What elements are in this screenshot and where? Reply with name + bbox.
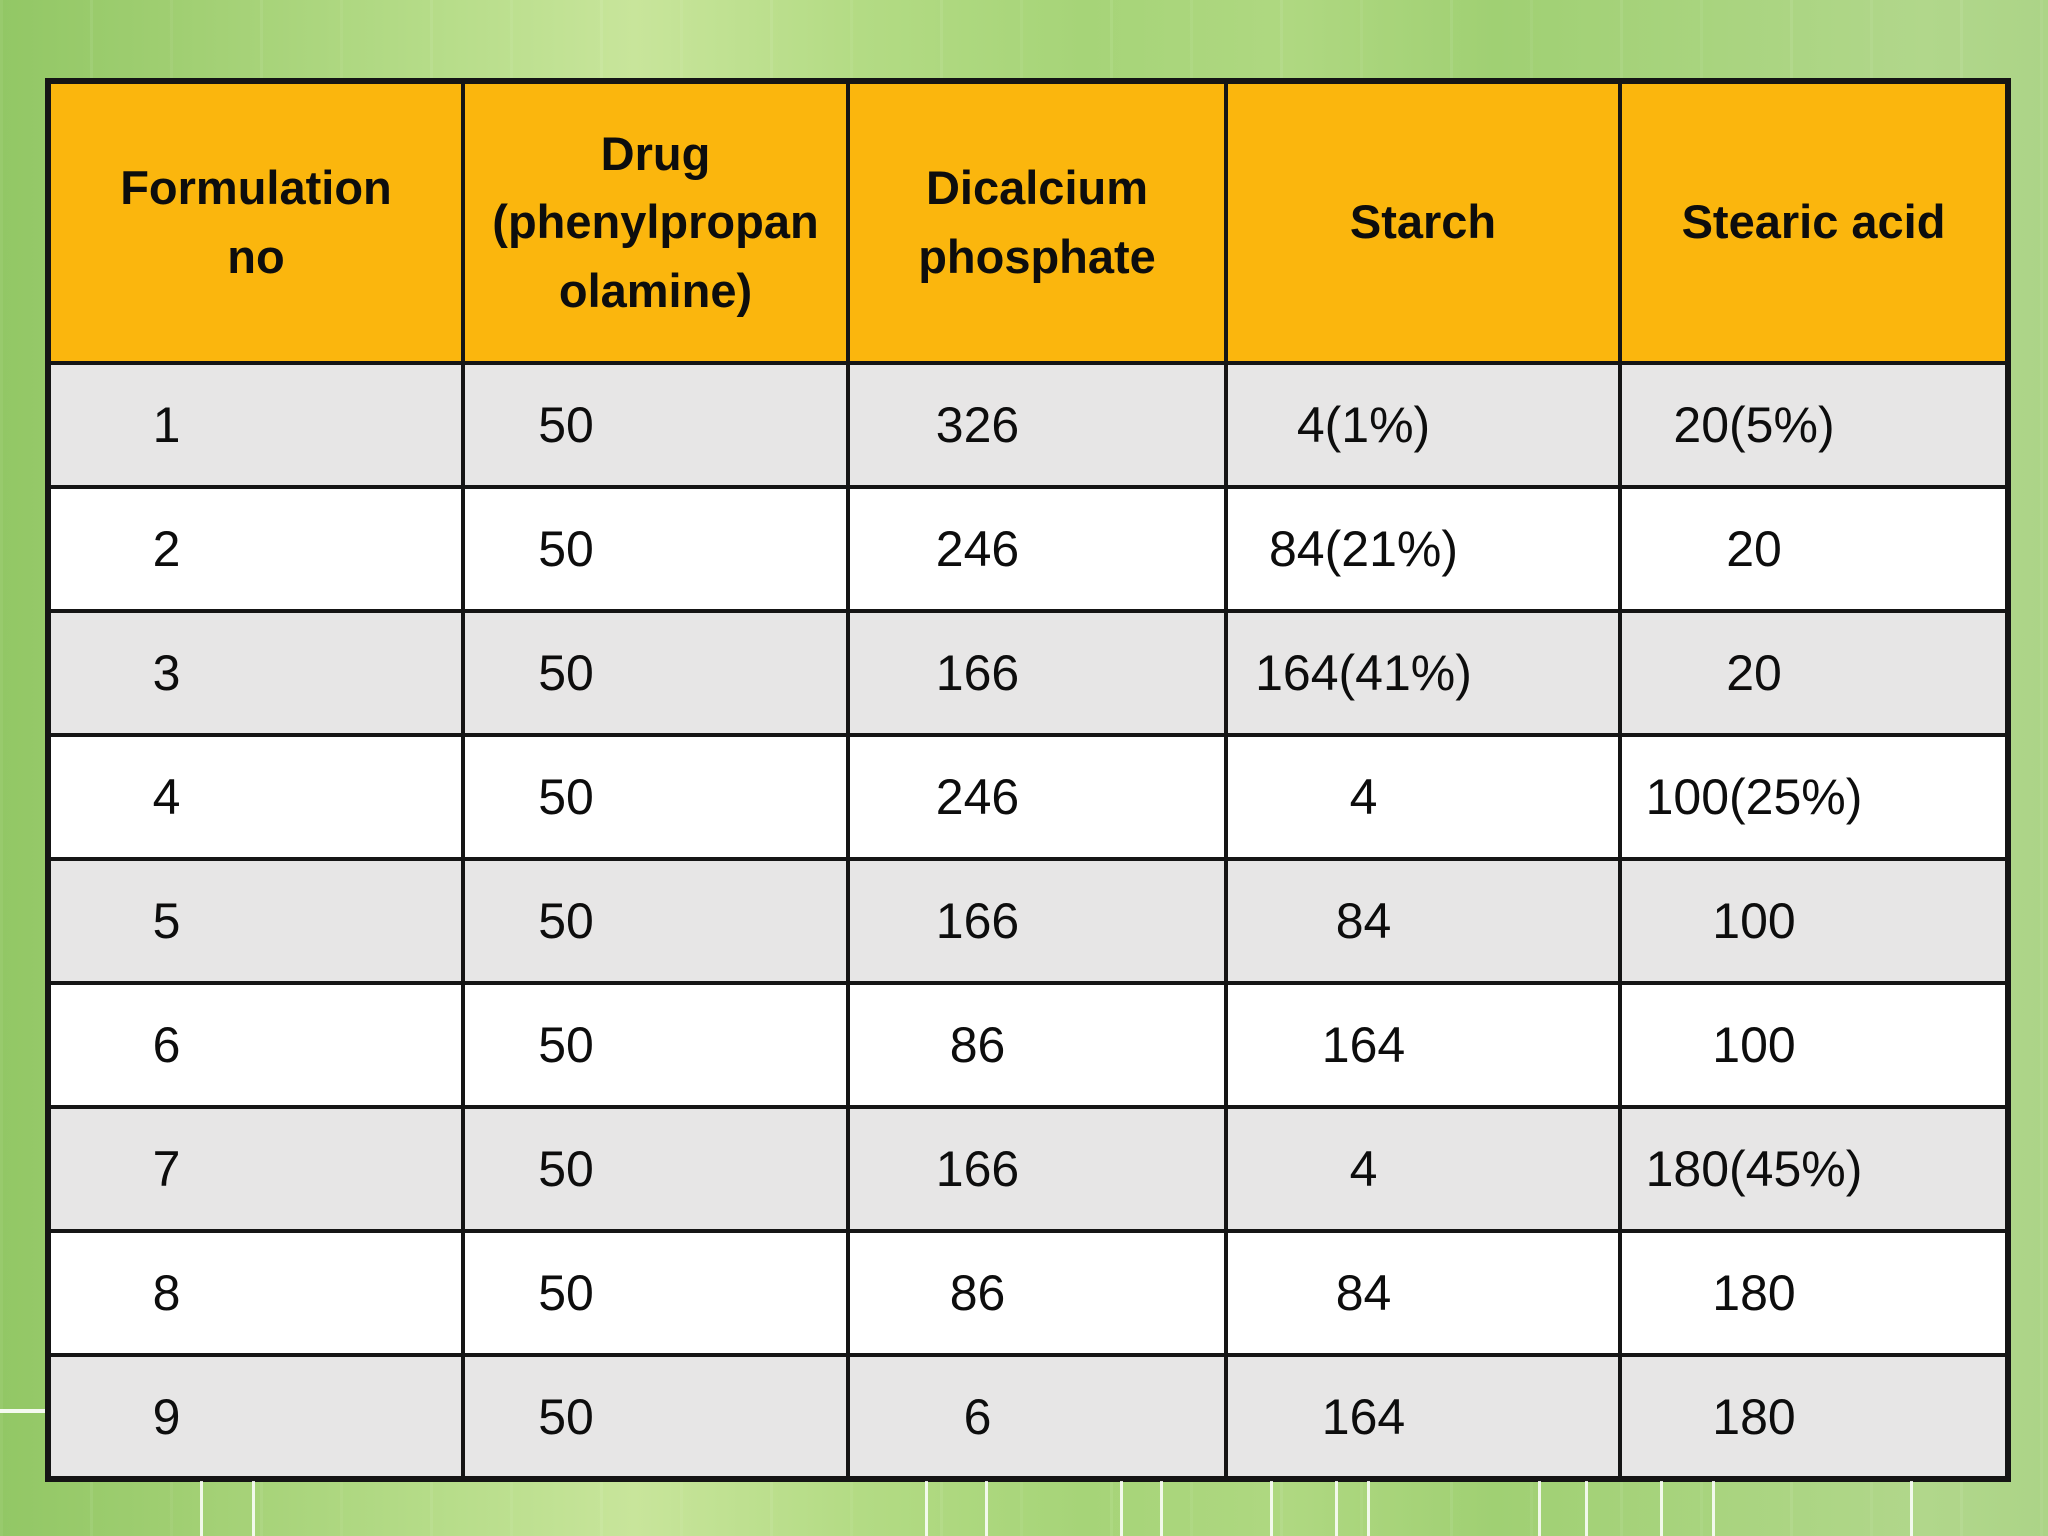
table-row: 3 50 166 164(41%) 20 [46,609,2010,737]
table-cell: 50 [461,609,850,737]
table-cell: 84 [1224,857,1622,985]
decorative-line [1585,1481,1588,1536]
table-cell: 4(1%) [1224,361,1622,489]
table-cell: 20 [1618,485,2010,613]
decorative-line [925,1481,928,1536]
table-cell: 4 [1224,1105,1622,1233]
table-cell: 84(21%) [1224,485,1622,613]
table-cell: 3 [46,609,465,737]
table-cell: 86 [846,1229,1228,1357]
table-row: 6 50 86 164 100 [46,981,2010,1109]
decorative-line [985,1481,988,1536]
decorative-line [1660,1481,1663,1536]
table-cell: 4 [46,733,465,861]
decorative-line [1335,1481,1338,1536]
table-cell: 86 [846,981,1228,1109]
table-cell: 2 [46,485,465,613]
table-cell: 164 [1224,981,1622,1109]
table-cell: 8 [46,1229,465,1357]
table-row: 1 50 326 4(1%) 20(5%) [46,361,2010,489]
table-cell: 50 [461,981,850,1109]
table-row: 9 50 6 164 180 [46,1353,2010,1481]
decorative-line [1120,1481,1123,1536]
table-cell: 164(41%) [1224,609,1622,737]
decorative-line [1910,1481,1913,1536]
decorative-line [1160,1481,1163,1536]
table-cell: 100 [1618,857,2010,985]
table-cell: 6 [46,981,465,1109]
table-row: 8 50 86 84 180 [46,1229,2010,1357]
table-cell: 1 [46,361,465,489]
table-cell: 246 [846,485,1228,613]
table-cell: 166 [846,1105,1228,1233]
table-row: 2 50 246 84(21%) 20 [46,485,2010,613]
table-row: 5 50 166 84 100 [46,857,2010,985]
table-cell: 50 [461,361,850,489]
column-header: Stearic acid [1618,79,2010,365]
table-cell: 166 [846,857,1228,985]
table-row: 4 50 246 4 100(25%) [46,733,2010,861]
table-cell: 4 [1224,733,1622,861]
decorative-line [1538,1481,1541,1536]
table-cell: 5 [46,857,465,985]
decorative-line [200,1481,203,1536]
table-cell: 164 [1224,1353,1622,1481]
decorative-line [1712,1481,1715,1536]
table-cell: 84 [1224,1229,1622,1357]
column-header: Formulation no [46,79,465,365]
table-cell: 50 [461,733,850,861]
decorative-line [1367,1481,1370,1536]
table-cell: 326 [846,361,1228,489]
formulation-table: Formulation no Drug (phenylpropan olamine… [45,78,2011,1482]
table-cell: 6 [846,1353,1228,1481]
table-cell: 166 [846,609,1228,737]
column-header: Starch [1224,79,1622,365]
left-edge-tick-line [0,1409,45,1413]
column-header: Drug (phenylpropan olamine) [461,79,850,365]
table-cell: 20 [1618,609,2010,737]
table-cell: 100 [1618,981,2010,1109]
table-cell: 100(25%) [1618,733,2010,861]
table-cell: 50 [461,1353,850,1481]
table-cell: 180 [1618,1229,2010,1357]
table-cell: 50 [461,1229,850,1357]
table-row: 7 50 166 4 180(45%) [46,1105,2010,1233]
column-header: Dicalcium phosphate [846,79,1228,365]
table-cell: 9 [46,1353,465,1481]
table-cell: 180(45%) [1618,1105,2010,1233]
table-body: 1 50 326 4(1%) 20(5%) 2 50 246 84(21%) 20 3 50 166 16… [46,361,2010,1481]
table-cell: 50 [461,857,850,985]
table-cell: 50 [461,1105,850,1233]
table-cell: 246 [846,733,1228,861]
table-cell: 50 [461,485,850,613]
table-header-row: Formulation no Drug (phenylpropan olamine… [46,79,2010,365]
decorative-line [252,1481,255,1536]
table-cell: 20(5%) [1618,361,2010,489]
table-cell: 180 [1618,1353,2010,1481]
decorative-line [1270,1481,1273,1536]
table-cell: 7 [46,1105,465,1233]
